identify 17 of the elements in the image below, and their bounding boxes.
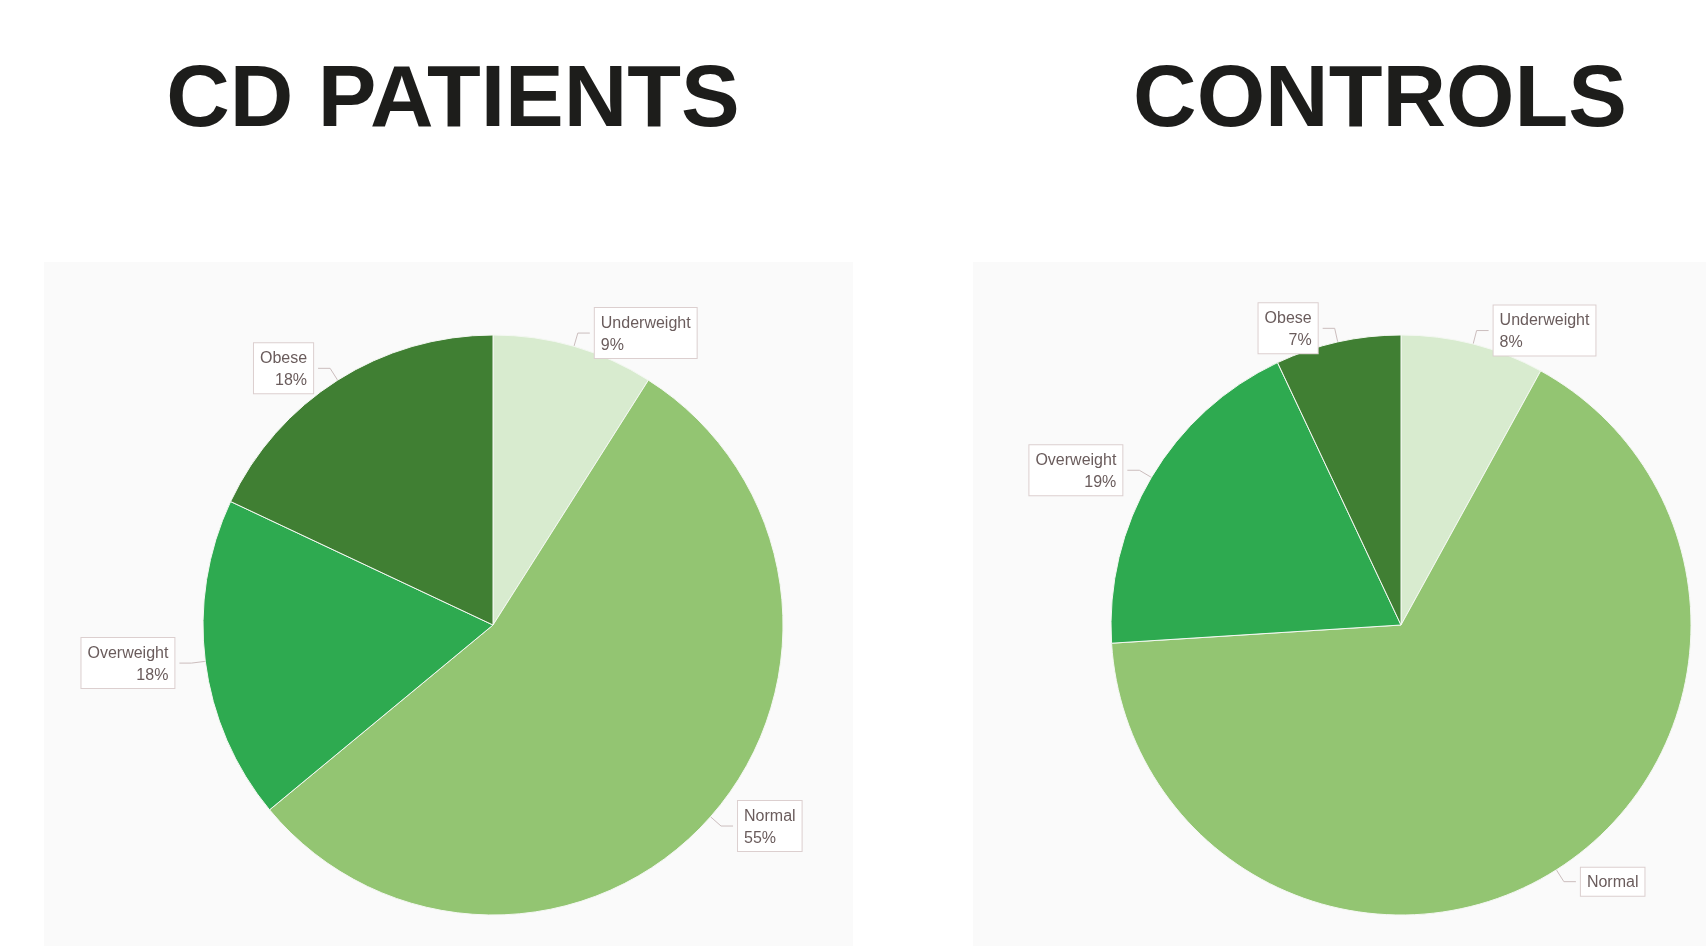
data-label: 9% <box>600 335 624 353</box>
data-label: 8% <box>1499 333 1523 351</box>
slice-label: Underweight <box>600 313 692 331</box>
slice-label: Obese <box>1264 308 1312 326</box>
data-label: 18% <box>136 665 169 683</box>
slice-label: Obese <box>259 348 308 366</box>
data-label: 19% <box>1084 472 1117 490</box>
slice-label: Underweight <box>1499 311 1590 329</box>
chart-title: CD PATIENTS <box>166 46 740 146</box>
slice-label: Overweight <box>1035 450 1117 468</box>
slice-label: Normal <box>744 806 796 824</box>
data-label: 7% <box>1288 330 1312 348</box>
slice-label: Overweight <box>87 643 169 661</box>
slice-label: Normal <box>1586 873 1639 891</box>
data-label: 18% <box>275 370 308 388</box>
data-label: 55% <box>744 828 777 846</box>
chart-title: CONTROLS <box>1133 46 1627 146</box>
